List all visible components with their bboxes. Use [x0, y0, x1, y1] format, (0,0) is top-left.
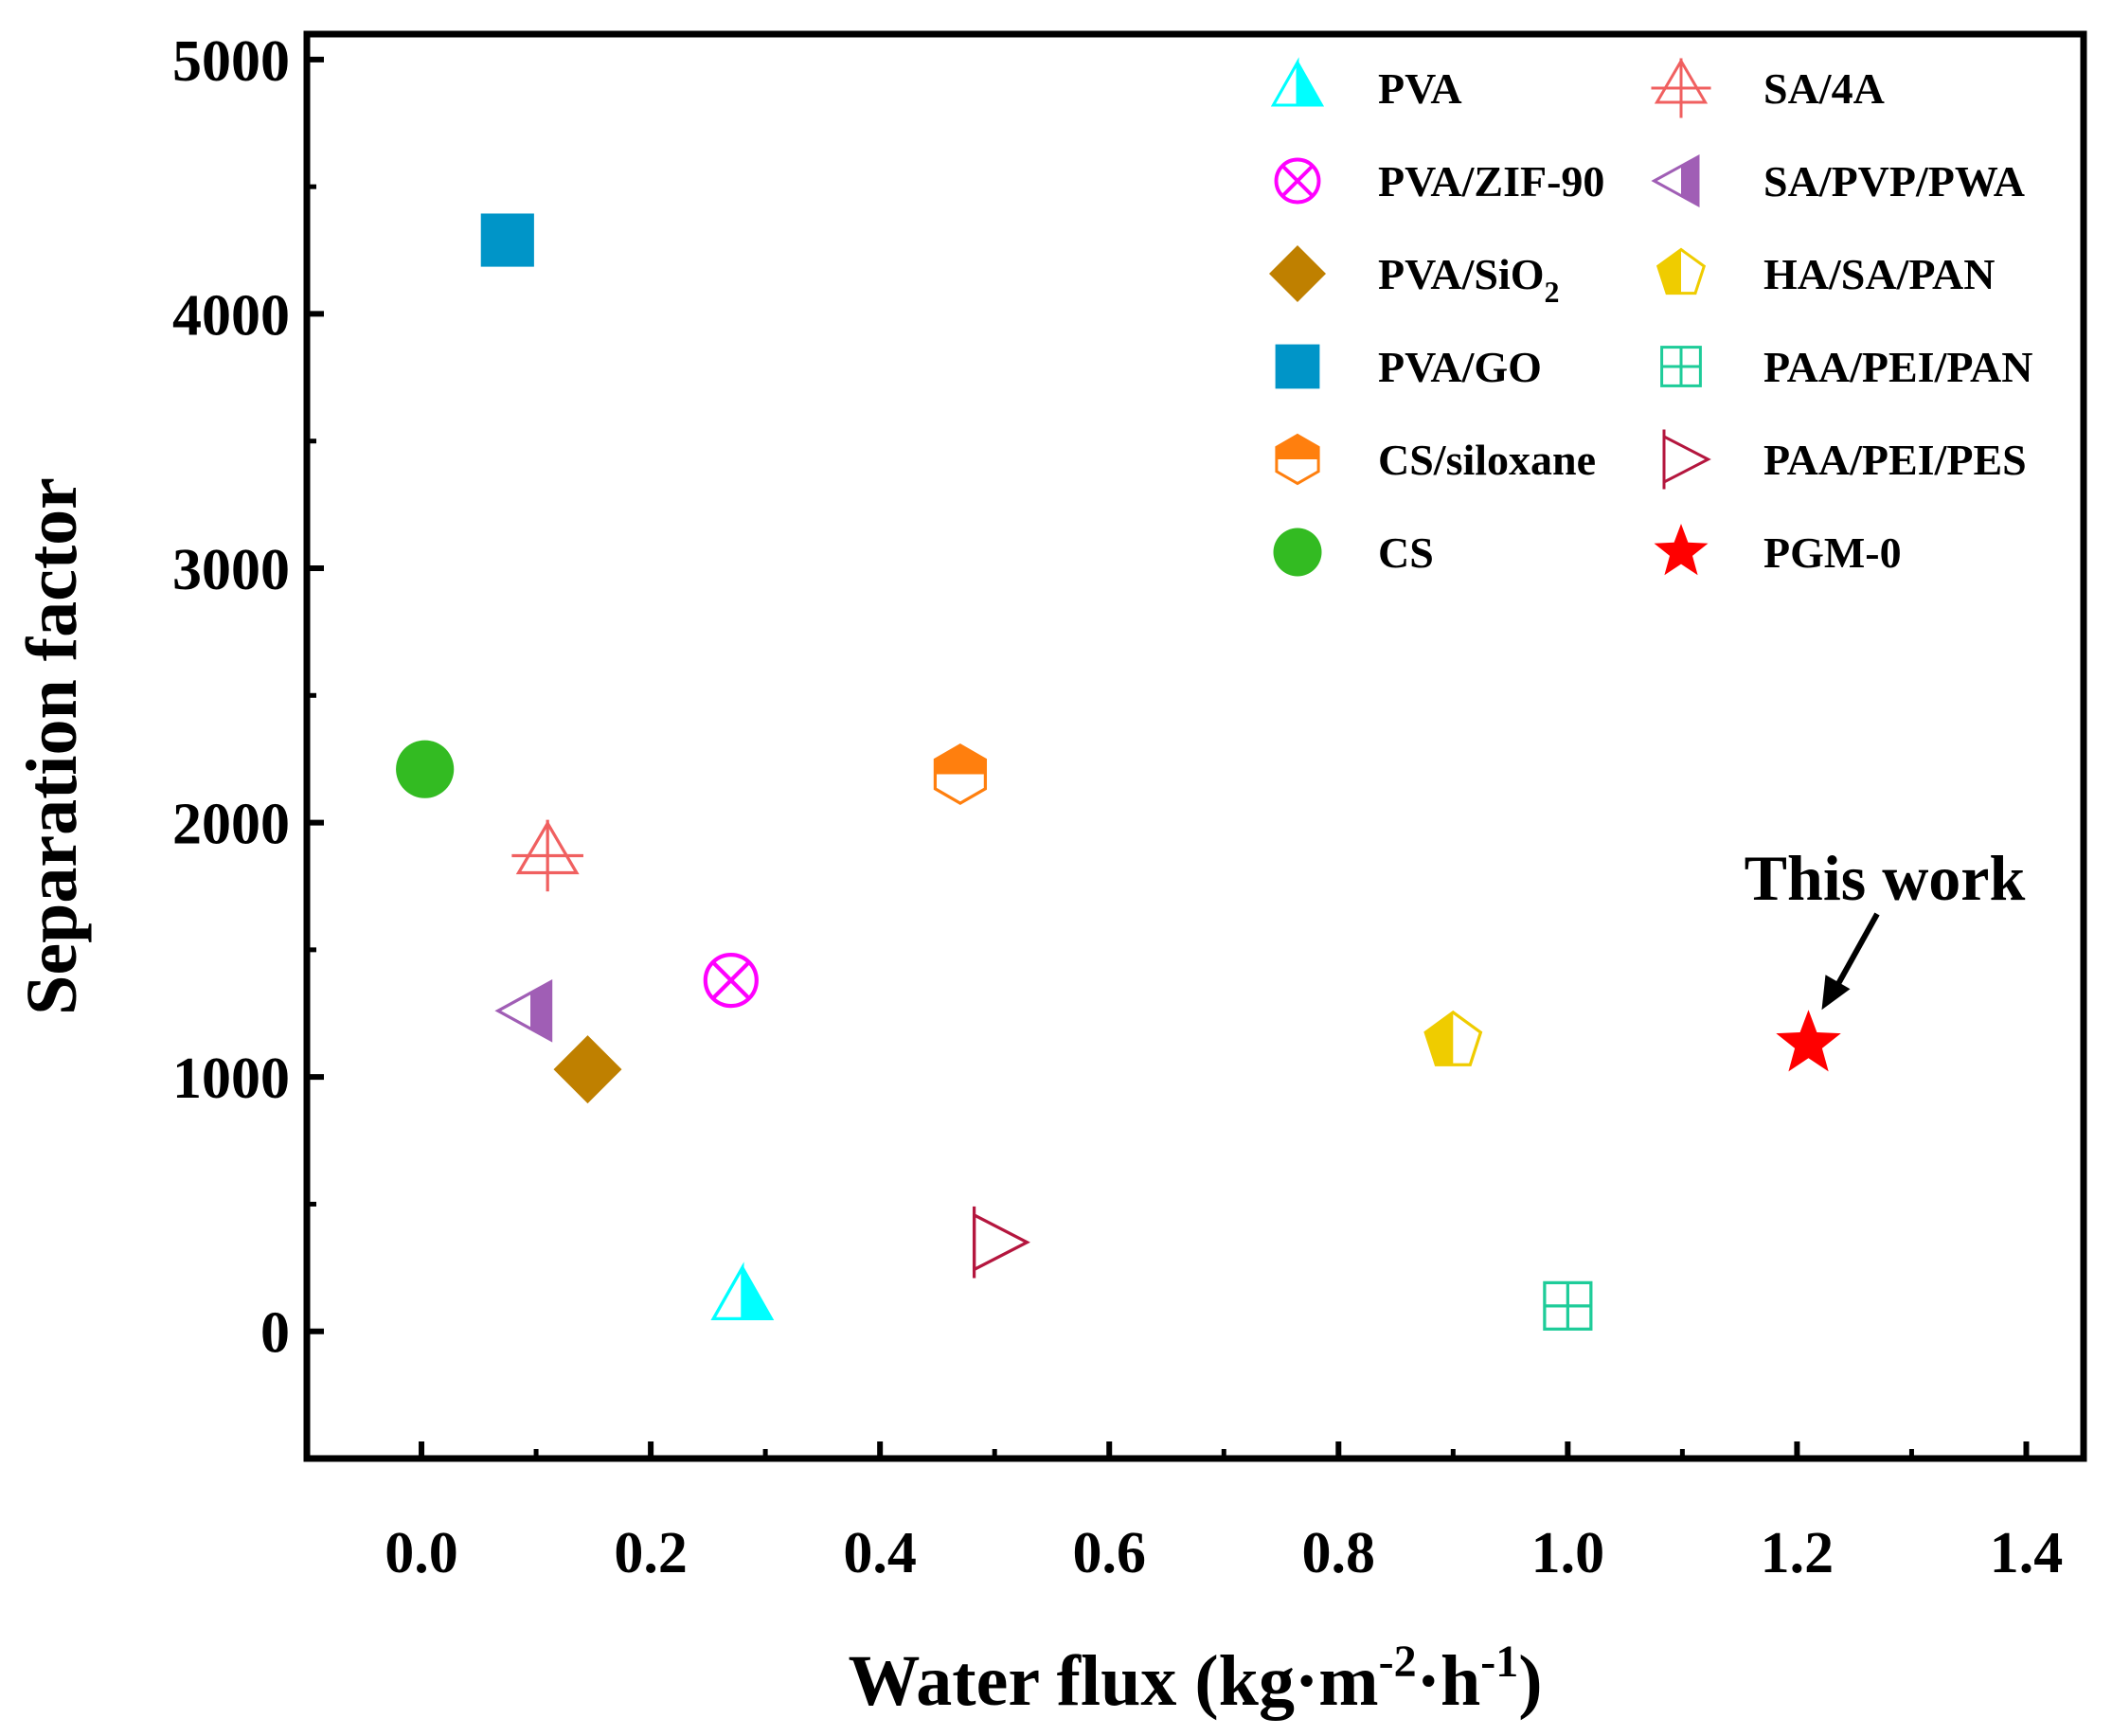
annotation: This work — [1745, 842, 2026, 1011]
legend-marker-icon — [1660, 346, 1702, 387]
legend-marker-icon — [1275, 344, 1320, 389]
legend-label: PVA — [1378, 64, 1462, 113]
x-tick-label: 0.8 — [1302, 1521, 1376, 1585]
legend-label: SA/4A — [1763, 64, 1885, 113]
legend-item-sa-4a: SA/4A — [1651, 58, 1885, 118]
legend-item-paa-pei-pan: PAA/PEI/PAN — [1660, 343, 2033, 391]
legend-label: CS/siloxane — [1378, 436, 1596, 484]
legend-item-cs: CS — [1273, 528, 1434, 577]
y-tick-label: 4000 — [172, 283, 290, 348]
legend-marker-icon — [1662, 429, 1711, 490]
x-tick-label: 0.6 — [1072, 1521, 1146, 1585]
x-axis: 0.0 0.2 0.4 0.6 0.8 1.0 1.2 1.4 — [385, 1441, 2064, 1585]
point-pva — [710, 1262, 775, 1321]
legend-marker-icon — [1656, 247, 1707, 295]
point-ha-sa-pan — [1423, 1010, 1483, 1066]
y-tick-label: 2000 — [172, 793, 290, 857]
legend-item-pva-sio: PVA/SiO2 — [1269, 245, 1560, 309]
legend-marker-icon — [1274, 157, 1321, 205]
x-tick-label: 1.4 — [1990, 1521, 2064, 1585]
y-tick-label: 1000 — [172, 1047, 290, 1111]
point-cs-siloxane — [933, 743, 988, 805]
y-tick-label: 3000 — [172, 538, 290, 602]
legend-item-pva: PVA — [1270, 57, 1462, 113]
legend-item-pva-zif-90: PVA/ZIF-90 — [1274, 157, 1604, 206]
point-paa-pei-pes — [972, 1206, 1030, 1279]
plot-border — [303, 30, 2087, 1462]
point-sa-pvp-pwa — [494, 978, 553, 1043]
y-axis: 0 1000 2000 3000 4000 5000 — [172, 29, 324, 1461]
point-pgm-0 — [1776, 1010, 1841, 1072]
x-tick-label: 1.0 — [1531, 1521, 1605, 1585]
legend-item-pva-go: PVA/GO — [1275, 343, 1542, 391]
legend-marker-icon — [1654, 524, 1709, 576]
x-tick-label: 0.4 — [843, 1521, 917, 1585]
legend-marker-icon — [1651, 58, 1711, 118]
data-points — [396, 213, 1841, 1331]
axis-titles: Water flux (kg·m-2·h-1) Separation factor — [12, 477, 1543, 1721]
legend-marker-icon — [1651, 153, 1700, 208]
legend-label: HA/SA/PAN — [1763, 250, 1996, 298]
point-pva-go — [480, 213, 534, 267]
legend-label: PVA/SiO2 — [1378, 250, 1560, 309]
annotation-label: This work — [1745, 842, 2026, 914]
legend-item-pgm-0: PGM-0 — [1654, 524, 1902, 577]
point-cs — [396, 740, 455, 798]
legend-label: PAA/PEI/PAN — [1763, 343, 2033, 391]
legend-label: SA/PVP/PWA — [1763, 157, 2025, 206]
y-axis-title: Separation factor — [12, 477, 92, 1015]
legend-marker-icon — [1275, 433, 1320, 486]
x-axis-title: Water flux (kg·m-2·h-1) — [848, 1637, 1542, 1721]
legend-label: PVA/ZIF-90 — [1378, 157, 1604, 206]
point-pva-sio — [553, 1035, 622, 1104]
legend-label: PGM-0 — [1763, 528, 1902, 577]
x-tick-label: 1.2 — [1761, 1521, 1835, 1585]
annotation-arrowhead — [1821, 975, 1851, 1011]
legend: PVA PVA/ZIF-90 PVA/SiO2 PVA/GO CS/siloxane CS… — [1269, 57, 2033, 577]
x-tick-label: 0.2 — [614, 1521, 688, 1585]
y-tick-label: 5000 — [172, 29, 290, 94]
legend-marker-icon — [1273, 528, 1322, 577]
point-sa-4a — [511, 819, 583, 892]
legend-marker-icon — [1269, 245, 1326, 302]
point-paa-pei-pan — [1543, 1280, 1593, 1331]
plot-area — [303, 30, 2087, 1462]
legend-item-sa-pvp-pwa: SA/PVP/PWA — [1651, 153, 2025, 208]
legend-item-paa-pei-pes: PAA/PEI/PES — [1662, 429, 2027, 490]
legend-label: PAA/PEI/PES — [1763, 436, 2027, 484]
x-tick-label: 0.0 — [385, 1521, 458, 1585]
legend-label: CS — [1378, 528, 1434, 577]
legend-label: PVA/GO — [1378, 343, 1542, 391]
legend-marker-icon — [1270, 57, 1325, 107]
point-pva-zif-90 — [703, 952, 759, 1009]
y-tick-label: 0 — [260, 1301, 290, 1366]
legend-item-ha-sa-pan: HA/SA/PAN — [1656, 247, 1996, 298]
legend-item-cs-siloxane: CS/siloxane — [1275, 433, 1596, 486]
